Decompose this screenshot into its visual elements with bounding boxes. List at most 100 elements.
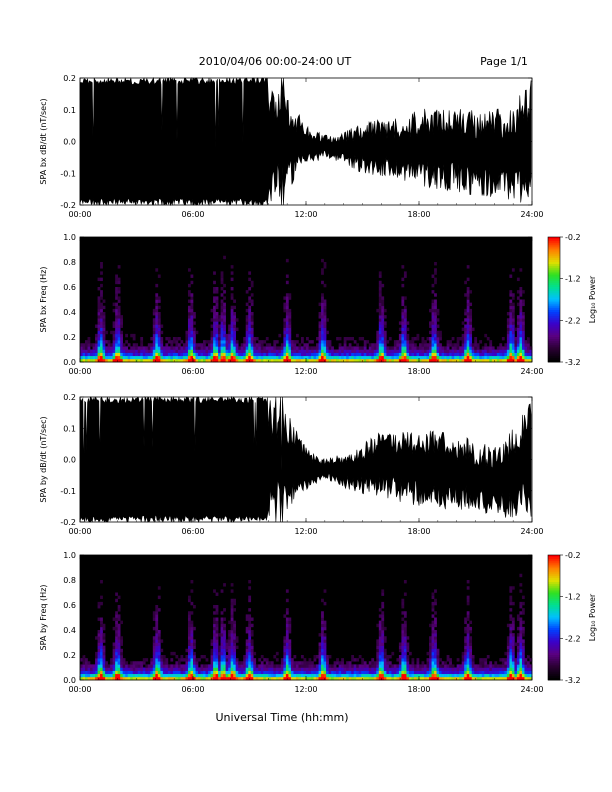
spectrogram-cell [431, 324, 435, 328]
spectrogram-cell [471, 667, 475, 671]
spectrogram-cell [270, 673, 274, 678]
spectrogram-cell [449, 355, 452, 360]
spectrogram-cell [250, 349, 254, 353]
spectrogram-cell [120, 642, 123, 646]
spectrogram-cell [218, 670, 221, 675]
colorbar-segment [548, 312, 560, 315]
spectrogram-cell [117, 673, 121, 678]
spectrogram-cell [220, 648, 224, 653]
spectrogram-cell [519, 636, 523, 640]
spectrogram-cell [190, 642, 194, 646]
spectrogram-cell [208, 349, 211, 353]
spectrogram-cell [434, 598, 437, 603]
spectrogram-cell [285, 258, 289, 263]
spectrogram-cell [318, 673, 322, 678]
spectrogram-cell [511, 651, 515, 656]
spectrogram-cell [132, 349, 136, 353]
spectrogram-cell [323, 642, 327, 646]
spectrogram-cell [185, 333, 189, 338]
spectrogram-cell [506, 349, 510, 353]
spectrogram-cell [516, 636, 520, 640]
spectrogram-cell [519, 639, 523, 643]
spectrogram-cell [514, 337, 518, 341]
spectrogram-cell [210, 664, 214, 668]
spectrogram-cell [509, 639, 513, 643]
spectrogram-cell [248, 614, 252, 618]
spectrogram-cell [419, 358, 422, 363]
spectrogram-cell [97, 312, 101, 316]
spectrogram-cell [383, 343, 387, 347]
spectrogram-cell [434, 639, 437, 643]
spectrogram-cell [245, 343, 249, 347]
spectrogram-cell [519, 664, 523, 668]
spectrogram-cell [235, 352, 239, 357]
spectrogram-cell [223, 302, 226, 307]
spectrogram-cell [117, 642, 121, 646]
spectrogram-cell [519, 268, 523, 272]
spectrogram-cell [233, 337, 236, 341]
spectrogram-cell [391, 355, 395, 360]
spectrogram-cell [95, 655, 98, 659]
spectrogram-cell [371, 673, 375, 678]
spectrogram-cell [230, 349, 234, 353]
spectrogram-cell [140, 673, 144, 678]
spectrogram-cell [230, 337, 234, 341]
x-tick-label: 06:00 [181, 527, 204, 536]
spectrogram-cell [127, 352, 131, 357]
spectrogram-cell [439, 355, 442, 360]
spectrogram-cell [311, 676, 314, 681]
spectrogram-cell [243, 658, 247, 662]
spectrogram-cell [516, 330, 520, 335]
spectrogram-cell [371, 358, 375, 363]
spectrogram-cell [248, 617, 252, 621]
spectrogram-cell [434, 280, 437, 285]
spectrogram-cell [381, 358, 385, 363]
spectrogram-cell [235, 645, 239, 650]
spectrogram-cell [180, 676, 184, 681]
spectrogram-cell [85, 340, 88, 344]
spectrogram-cell [230, 308, 234, 313]
spectrogram-cell [358, 670, 362, 675]
spectrogram-cell [187, 315, 191, 319]
spectrogram-cell [496, 667, 500, 671]
spectrogram-cell [102, 352, 106, 357]
spectrogram-cell [187, 343, 191, 347]
spectrogram-cell [323, 305, 327, 310]
spectrogram-cell [348, 673, 352, 678]
spectrogram-cell [288, 648, 292, 653]
spectrogram-cell [102, 355, 106, 360]
spectrogram-cell [87, 661, 91, 665]
spectrogram-cell [383, 667, 387, 671]
spectrogram-cell [120, 658, 123, 662]
spectrogram-cell [376, 346, 380, 350]
spectrogram-cell [401, 318, 405, 322]
colorbar-segment [548, 596, 560, 600]
spectrogram-cell [283, 333, 287, 338]
colorbar-frame [547, 554, 561, 681]
spectrogram-cell [220, 673, 224, 678]
spectrogram-cell [461, 327, 465, 332]
spectrogram-cell [240, 349, 244, 353]
spectrogram-cell [117, 645, 121, 650]
spectrogram-cell [198, 673, 201, 678]
spectrogram-cell [187, 327, 191, 332]
spectrogram-cell [383, 626, 387, 631]
spectrogram-cell [464, 318, 468, 322]
spectrogram-cell [162, 355, 166, 360]
spectrogram-cell [180, 346, 184, 350]
spectrogram-cell [386, 340, 390, 344]
spectrogram-cell [245, 337, 249, 341]
spectrogram-cell [401, 626, 405, 631]
spectrogram-cell [100, 271, 103, 275]
colorbar-tick-label: -2.2 [565, 316, 581, 325]
spectrogram-cell [421, 661, 425, 665]
spectrogram-cell [97, 670, 101, 675]
spectrogram-cell [205, 352, 209, 357]
spectrogram-cell [449, 670, 452, 675]
spectrogram-cell [336, 355, 339, 360]
spectrogram-cell [205, 346, 209, 350]
spectrogram-cell [526, 655, 530, 659]
spectrogram-cell [436, 324, 440, 328]
spectrogram-cell [459, 349, 462, 353]
y-tick-label: 0.8 [63, 576, 76, 585]
